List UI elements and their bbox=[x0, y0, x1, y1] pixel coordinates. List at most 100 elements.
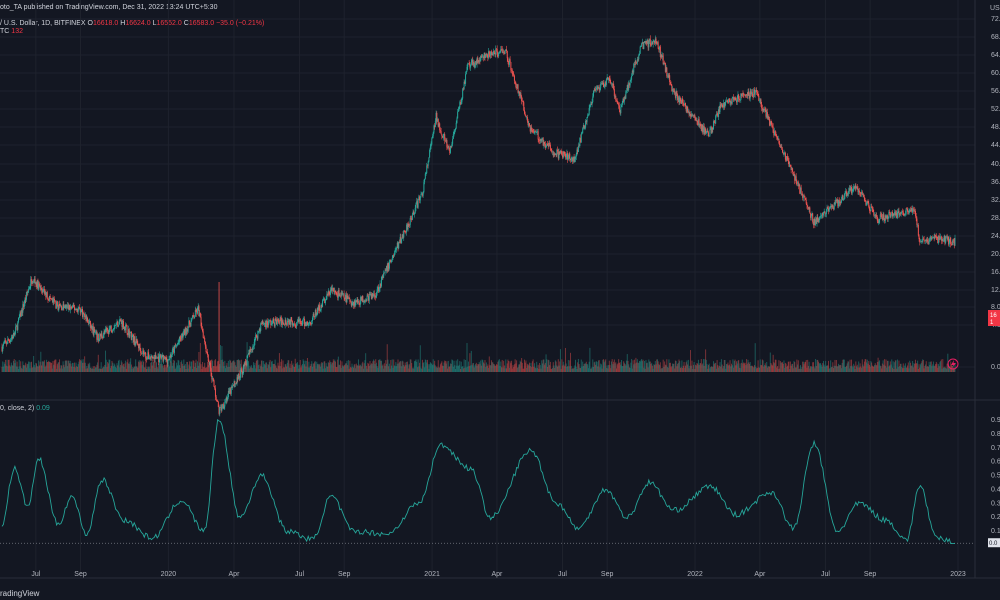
volume-bar bbox=[830, 360, 832, 372]
candle-body bbox=[511, 70, 513, 74]
volume-bar bbox=[661, 368, 663, 372]
candle-body bbox=[288, 319, 290, 325]
volume-bar bbox=[14, 363, 16, 372]
volume-bar bbox=[715, 362, 717, 372]
volume-bar bbox=[64, 367, 66, 372]
volume-bar bbox=[641, 359, 643, 372]
volume-bar bbox=[394, 366, 396, 372]
volume-bar bbox=[468, 366, 470, 372]
candles[interactable] bbox=[1, 35, 956, 417]
candle-body bbox=[664, 62, 666, 72]
volume-bar bbox=[832, 362, 834, 372]
volume-bar bbox=[7, 359, 9, 372]
volume-bar bbox=[60, 365, 62, 372]
candle-body bbox=[625, 91, 627, 99]
candle-body bbox=[574, 158, 576, 162]
price-badge-bg bbox=[988, 310, 1000, 326]
candle-body bbox=[671, 85, 673, 92]
candle-body bbox=[245, 362, 247, 365]
volume-bar bbox=[613, 359, 615, 372]
volume-bar bbox=[397, 359, 399, 372]
candle-body bbox=[181, 333, 183, 340]
volume-bar bbox=[699, 363, 701, 372]
candle-body bbox=[469, 64, 471, 68]
volume-bar bbox=[342, 366, 344, 372]
indicator-tick-label: 0.8 bbox=[991, 431, 1000, 438]
volume-bar bbox=[917, 360, 919, 372]
candle-body bbox=[860, 193, 862, 194]
candle-body bbox=[11, 336, 13, 338]
volume-bar bbox=[497, 361, 499, 372]
candle-body bbox=[388, 262, 390, 269]
volume-bar bbox=[541, 360, 543, 372]
candle-body bbox=[363, 300, 365, 303]
candle-body bbox=[766, 112, 768, 119]
volume-bar bbox=[156, 367, 158, 372]
x-tick-label: Sep bbox=[601, 571, 614, 578]
volume-bar bbox=[640, 360, 642, 372]
volume-bar bbox=[473, 367, 475, 372]
volume-bar bbox=[251, 367, 253, 372]
candle-body bbox=[38, 283, 40, 285]
indicator-axis[interactable]: 0.00.10.20.30.40.50.60.70.80.9 bbox=[991, 417, 1000, 549]
volume-bar bbox=[124, 363, 126, 372]
candle-body bbox=[662, 55, 664, 65]
volume-bar bbox=[15, 360, 17, 372]
candle-body bbox=[736, 100, 738, 103]
candle-body bbox=[317, 308, 319, 310]
lightning-icon[interactable] bbox=[947, 358, 959, 370]
volume-bar bbox=[464, 367, 466, 372]
volume-bar bbox=[472, 362, 474, 372]
volume-bar bbox=[743, 363, 745, 372]
candle-body bbox=[598, 86, 600, 89]
volume-bar bbox=[583, 363, 585, 372]
candle-body bbox=[771, 123, 773, 126]
candle-body bbox=[901, 211, 903, 213]
candle-body bbox=[913, 210, 915, 211]
volume-bar bbox=[495, 365, 497, 372]
volume-bar bbox=[509, 361, 511, 372]
candle-body bbox=[43, 289, 45, 290]
candle-body bbox=[431, 138, 433, 145]
candle-body bbox=[530, 127, 532, 132]
candle-body bbox=[608, 77, 610, 80]
volume-bar bbox=[232, 361, 234, 372]
volume-bar bbox=[929, 364, 931, 372]
candle-body bbox=[351, 302, 353, 306]
candle-body bbox=[522, 101, 524, 103]
volume-bar bbox=[751, 365, 753, 372]
candle-body bbox=[548, 143, 550, 147]
volume-bar bbox=[477, 364, 479, 372]
candle-body bbox=[53, 298, 55, 301]
candle-body bbox=[422, 191, 424, 196]
volume-bar bbox=[935, 364, 937, 372]
volume-bar bbox=[331, 362, 333, 372]
volume-bar bbox=[695, 365, 697, 372]
volume-bar bbox=[523, 359, 525, 372]
candle-body bbox=[288, 320, 290, 325]
volume-bar bbox=[422, 363, 424, 372]
candle-body bbox=[822, 211, 824, 216]
candle-body bbox=[920, 241, 922, 243]
candle-body bbox=[21, 309, 23, 313]
volume-bar bbox=[549, 361, 551, 372]
volume-bar bbox=[783, 360, 785, 372]
volume-bar bbox=[45, 365, 47, 372]
volume-bar bbox=[483, 362, 485, 372]
volume-bar bbox=[161, 364, 163, 372]
candle-body bbox=[115, 325, 117, 327]
candle-body bbox=[758, 95, 760, 101]
candle-body bbox=[857, 188, 859, 193]
volume-bar bbox=[543, 359, 545, 372]
volume-bar bbox=[485, 362, 487, 372]
volume-bar bbox=[128, 363, 130, 372]
candle-body bbox=[627, 85, 629, 90]
volume-bar bbox=[386, 344, 388, 372]
candle-body bbox=[191, 318, 193, 321]
volume-bar bbox=[569, 352, 571, 372]
candle-body bbox=[171, 354, 173, 358]
candle-body bbox=[286, 321, 288, 325]
volume-bar bbox=[871, 362, 873, 372]
candle-body bbox=[240, 369, 242, 371]
